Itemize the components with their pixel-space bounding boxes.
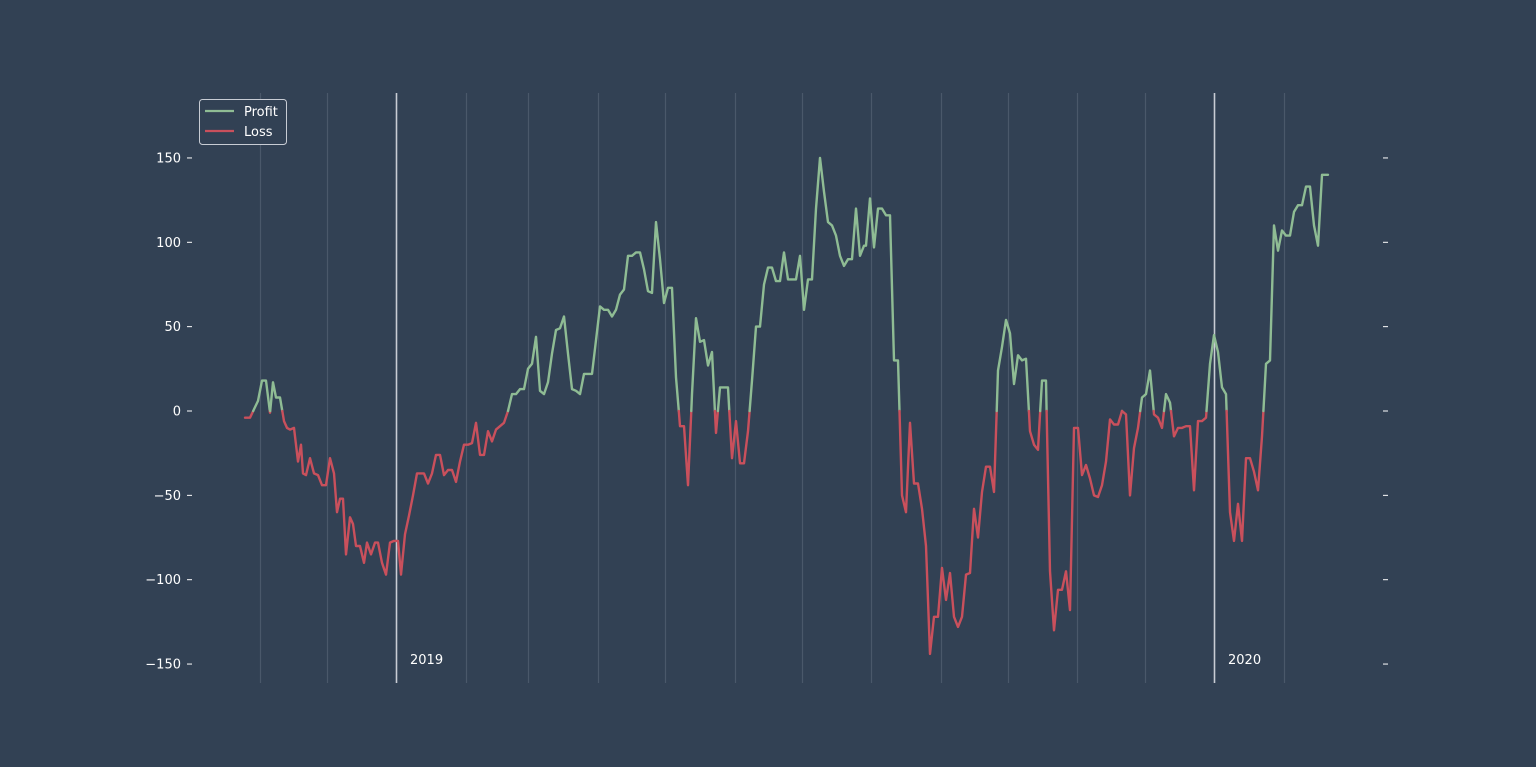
loss-line-segment [898, 409, 998, 656]
y-tick-label: 50 [164, 320, 181, 335]
legend: Profit Loss [199, 99, 287, 145]
loss-line-segment [281, 409, 510, 576]
y-axis-right-ticks [1383, 157, 1388, 665]
month-gridlines [259, 93, 1286, 683]
profit-line-segment [1139, 369, 1155, 413]
profit-line-segment [1205, 333, 1228, 413]
y-tick-label: −100 [145, 573, 181, 588]
loss-line-segment [1152, 409, 1166, 430]
loss-line-segment [1045, 409, 1124, 632]
y-tick-label: 0 [173, 405, 181, 420]
loss-line-segment [677, 409, 693, 487]
year-label-2020: 2020 [1228, 653, 1261, 668]
legend-loss-label: Loss [244, 125, 273, 140]
loss-line-segment [1225, 409, 1265, 543]
loss-line-segment [1120, 409, 1142, 497]
profit-line-segment [252, 379, 271, 413]
y-tick-label: 100 [156, 236, 181, 251]
pl-series [243, 156, 1330, 656]
year-label-2019: 2019 [410, 653, 443, 668]
profit-line-segment [748, 156, 901, 413]
profit-line-segment [690, 317, 717, 413]
loss-line-segment [1169, 409, 1208, 492]
y-axis-left: 150 100 50 0 −50 −100 −150 [145, 151, 192, 673]
profit-line-segment [1162, 392, 1173, 413]
x-axis-year-labels: 2019 2020 [410, 653, 1261, 668]
profit-line-segment [995, 318, 1031, 413]
loss-line-segment [243, 409, 255, 419]
profit-line-segment [506, 220, 680, 413]
loss-line-segment [713, 409, 720, 435]
profit-line-segment [269, 381, 284, 413]
loss-line-segment [728, 409, 751, 465]
loss-line-segment [1027, 409, 1042, 451]
y-tick-label: −50 [154, 489, 181, 504]
profit-line-segment [1039, 379, 1048, 413]
y-tick-label: −150 [145, 658, 181, 673]
profit-line-segment [716, 386, 731, 413]
profit-line-segment [1262, 173, 1330, 413]
y-tick-label: 150 [156, 151, 181, 166]
legend-profit-label: Profit [244, 105, 278, 120]
